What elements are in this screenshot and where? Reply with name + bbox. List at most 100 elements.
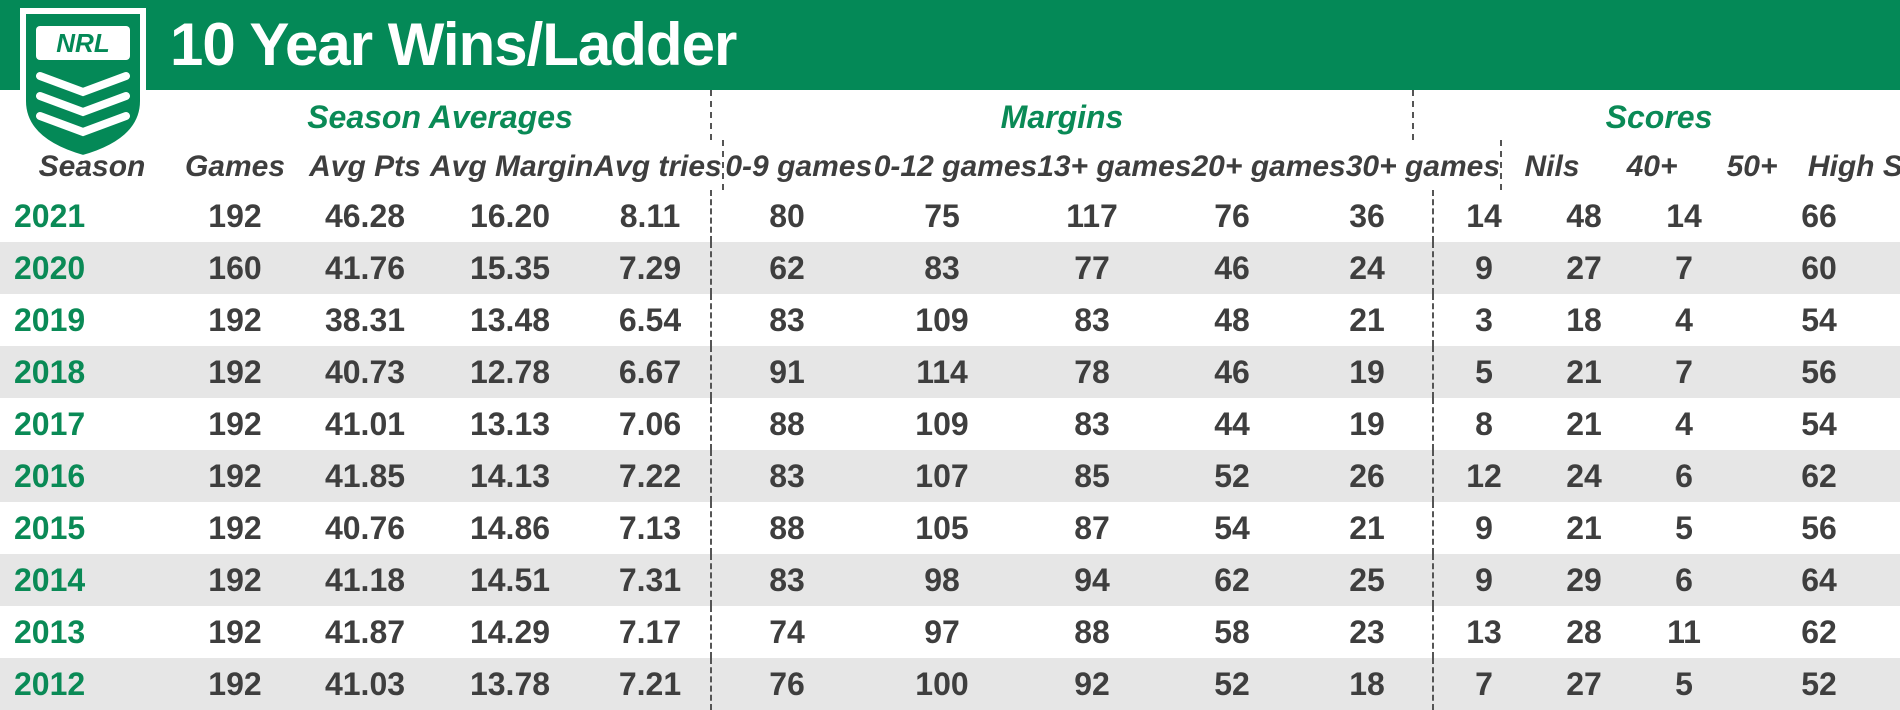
cell-20plus: 54	[1162, 510, 1302, 547]
cell-season: 2012	[0, 666, 170, 703]
cell-nils: 7	[1434, 666, 1534, 703]
table-wrapper: NRL 10 Year Wins/Ladder Season Averages …	[0, 0, 1900, 710]
cell-highscore: 62	[1734, 614, 1900, 651]
cell-games: 192	[170, 406, 300, 443]
table-row: 201619241.8514.137.22831078552261224662	[0, 450, 1900, 502]
cell-40plus: 27	[1534, 250, 1634, 287]
cell-50plus: 14	[1634, 198, 1734, 235]
cell-avgtries: 7.13	[590, 510, 710, 547]
group-scores: Scores	[1414, 99, 1900, 140]
col-avgmargin: Avg Margin	[430, 150, 593, 190]
group-margins: Margins	[712, 99, 1412, 140]
cell-avgpts: 40.73	[300, 354, 430, 391]
cell-13plus: 83	[1022, 406, 1162, 443]
header-bar: NRL 10 Year Wins/Ladder	[0, 0, 1900, 90]
table-row: 201219241.0313.787.2176100925218727552	[0, 658, 1900, 710]
cell-avgtries: 7.22	[590, 458, 710, 495]
col-13plus: 13+ games	[1037, 150, 1191, 190]
cell-avgpts: 40.76	[300, 510, 430, 547]
cell-40plus: 21	[1534, 354, 1634, 391]
cell-30plus: 21	[1302, 302, 1432, 339]
cell-games: 192	[170, 302, 300, 339]
cell-nils: 8	[1434, 406, 1534, 443]
group-headers: Season Averages Margins Scores	[0, 90, 1900, 140]
cell-games: 192	[170, 458, 300, 495]
cell-season: 2016	[0, 458, 170, 495]
cell-avgpts: 38.31	[300, 302, 430, 339]
cell-0-9: 83	[712, 562, 862, 599]
cell-20plus: 46	[1162, 250, 1302, 287]
cell-40plus: 21	[1534, 510, 1634, 547]
cell-0-9: 62	[712, 250, 862, 287]
cell-avgtries: 7.29	[590, 250, 710, 287]
cell-30plus: 24	[1302, 250, 1432, 287]
cell-30plus: 36	[1302, 198, 1432, 235]
cell-season: 2021	[0, 198, 170, 235]
col-avgpts: Avg Pts	[300, 150, 430, 190]
cell-0-12: 75	[862, 198, 1022, 235]
cell-30plus: 23	[1302, 614, 1432, 651]
cell-highscore: 54	[1734, 302, 1900, 339]
cell-0-12: 109	[862, 406, 1022, 443]
cell-avgtries: 7.17	[590, 614, 710, 651]
cell-13plus: 83	[1022, 302, 1162, 339]
logo-text: NRL	[56, 28, 109, 58]
cell-13plus: 87	[1022, 510, 1162, 547]
cell-avgpts: 41.87	[300, 614, 430, 651]
cell-highscore: 54	[1734, 406, 1900, 443]
cell-avgmargin: 12.78	[430, 354, 590, 391]
cell-50plus: 4	[1634, 302, 1734, 339]
cell-0-9: 74	[712, 614, 862, 651]
cell-30plus: 25	[1302, 562, 1432, 599]
cell-nils: 14	[1434, 198, 1534, 235]
cell-avgmargin: 15.35	[430, 250, 590, 287]
cell-0-9: 76	[712, 666, 862, 703]
cell-highscore: 64	[1734, 562, 1900, 599]
cell-highscore: 62	[1734, 458, 1900, 495]
col-nils: Nils	[1502, 150, 1602, 190]
col-games: Games	[170, 150, 300, 190]
cell-avgmargin: 13.78	[430, 666, 590, 703]
cell-highscore: 66	[1734, 198, 1900, 235]
cell-20plus: 48	[1162, 302, 1302, 339]
cell-20plus: 62	[1162, 562, 1302, 599]
cell-0-12: 105	[862, 510, 1022, 547]
cell-avgpts: 41.85	[300, 458, 430, 495]
cell-avgmargin: 14.29	[430, 614, 590, 651]
cell-20plus: 46	[1162, 354, 1302, 391]
cell-0-9: 91	[712, 354, 862, 391]
table-row: 201419241.1814.517.318398946225929664	[0, 554, 1900, 606]
table-row: 201719241.0113.137.0688109834419821454	[0, 398, 1900, 450]
cell-0-9: 80	[712, 198, 862, 235]
cell-games: 192	[170, 198, 300, 235]
cell-0-12: 98	[862, 562, 1022, 599]
cell-highscore: 52	[1734, 666, 1900, 703]
cell-nils: 9	[1434, 510, 1534, 547]
cell-avgtries: 8.11	[590, 198, 710, 235]
cell-20plus: 44	[1162, 406, 1302, 443]
cell-40plus: 18	[1534, 302, 1634, 339]
cell-13plus: 92	[1022, 666, 1162, 703]
table-row: 201519240.7614.867.1388105875421921556	[0, 502, 1900, 554]
cell-0-9: 88	[712, 510, 862, 547]
cell-nils: 9	[1434, 250, 1534, 287]
table-row: 202016041.7615.357.296283774624927760	[0, 242, 1900, 294]
column-headers: Season Games Avg Pts Avg Margin Avg trie…	[0, 140, 1900, 190]
cell-30plus: 26	[1302, 458, 1432, 495]
cell-13plus: 77	[1022, 250, 1162, 287]
cell-20plus: 52	[1162, 458, 1302, 495]
cell-40plus: 48	[1534, 198, 1634, 235]
cell-season: 2013	[0, 614, 170, 651]
cell-50plus: 6	[1634, 562, 1734, 599]
cell-30plus: 19	[1302, 406, 1432, 443]
cell-40plus: 24	[1534, 458, 1634, 495]
cell-highscore: 56	[1734, 510, 1900, 547]
cell-30plus: 21	[1302, 510, 1432, 547]
cell-games: 192	[170, 510, 300, 547]
cell-avgmargin: 14.86	[430, 510, 590, 547]
cell-0-12: 109	[862, 302, 1022, 339]
table-row: 202119246.2816.208.118075117763614481466	[0, 190, 1900, 242]
cell-13plus: 94	[1022, 562, 1162, 599]
cell-50plus: 5	[1634, 510, 1734, 547]
cell-13plus: 88	[1022, 614, 1162, 651]
